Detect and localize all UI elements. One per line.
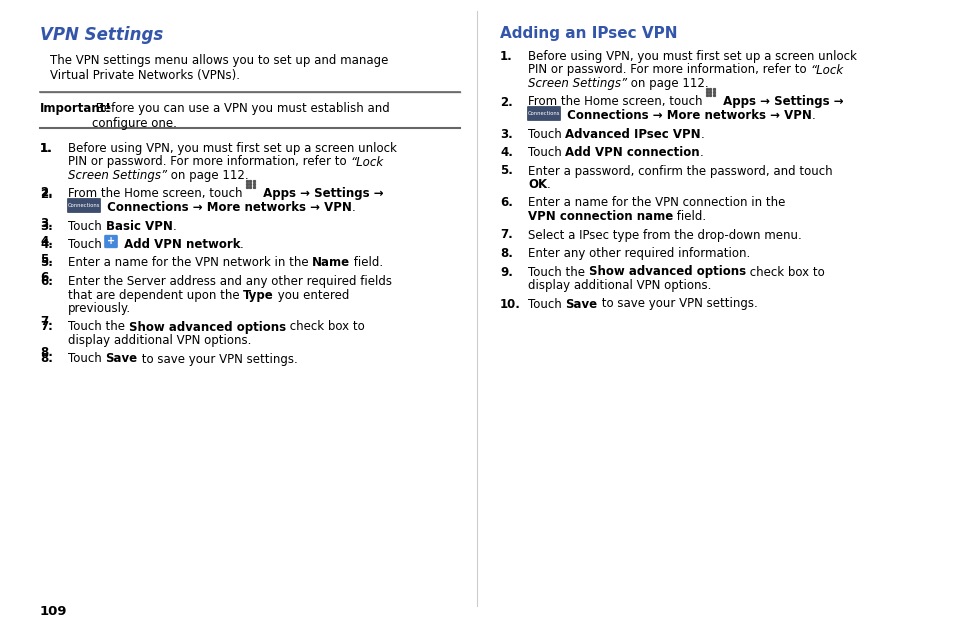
Text: Name: Name (312, 256, 350, 270)
Text: Enter a name for the VPN connection in the: Enter a name for the VPN connection in t… (527, 197, 784, 209)
Text: OK: OK (527, 178, 547, 191)
Text: 1.: 1. (40, 142, 52, 155)
Text: Apps → Settings →: Apps → Settings → (259, 188, 383, 200)
Text: Connections → More networks → VPN: Connections → More networks → VPN (103, 201, 352, 214)
Text: 5.: 5. (40, 256, 52, 270)
Text: to save your VPN settings.: to save your VPN settings. (137, 352, 297, 366)
Text: 7.: 7. (499, 228, 512, 242)
Text: 10.: 10. (499, 298, 520, 310)
Text: From the Home screen, touch: From the Home screen, touch (68, 188, 246, 200)
Text: 9.: 9. (499, 265, 513, 279)
Text: Touch the: Touch the (527, 265, 588, 279)
Text: Type: Type (243, 289, 274, 301)
Text: Enter a password, confirm the password, and touch: Enter a password, confirm the password, … (527, 165, 832, 177)
Text: 109: 109 (40, 605, 68, 618)
Text: previously.: previously. (68, 302, 131, 315)
Text: .: . (547, 178, 550, 191)
Text: Screen Settings”: Screen Settings” (68, 169, 167, 182)
Text: that are dependent upon the: that are dependent upon the (68, 289, 243, 301)
Text: 5.: 5. (499, 165, 513, 177)
FancyBboxPatch shape (105, 235, 117, 248)
Text: Enter the Server address and any other required fields: Enter the Server address and any other r… (68, 275, 392, 288)
Text: 4.: 4. (40, 235, 52, 248)
Text: The VPN settings menu allows you to set up and manage
Virtual Private Networks (: The VPN settings menu allows you to set … (50, 54, 388, 82)
Text: Save: Save (565, 298, 597, 310)
Text: Touch: Touch (68, 219, 106, 233)
Text: Before you can use a VPN you must establish and
configure one.: Before you can use a VPN you must establ… (91, 102, 390, 130)
Text: 2.: 2. (40, 188, 52, 200)
Text: .: . (240, 238, 244, 251)
Text: Adding an IPsec VPN: Adding an IPsec VPN (499, 26, 677, 41)
Text: “Lock: “Lock (350, 155, 383, 169)
Text: Before using VPN, you must first set up a screen unlock: Before using VPN, you must first set up … (527, 50, 856, 63)
Text: 5.: 5. (40, 253, 52, 266)
Text: on page 112.: on page 112. (626, 77, 708, 90)
FancyBboxPatch shape (527, 106, 560, 120)
Text: display additional VPN options.: display additional VPN options. (527, 279, 711, 292)
Text: 4.: 4. (40, 238, 52, 251)
Text: 8.: 8. (40, 346, 52, 359)
Text: Screen Settings”: Screen Settings” (527, 77, 626, 90)
Text: Add VPN network: Add VPN network (119, 238, 240, 251)
Text: 2.: 2. (499, 95, 512, 109)
Text: VPN Settings: VPN Settings (40, 26, 163, 44)
Text: .: . (352, 201, 355, 214)
Text: .: . (811, 109, 815, 122)
Text: Before using VPN, you must first set up a screen unlock: Before using VPN, you must first set up … (68, 142, 396, 155)
Text: 3.: 3. (40, 217, 52, 230)
Text: Show advanced options: Show advanced options (588, 265, 745, 279)
Text: PIN or password. For more information, refer to: PIN or password. For more information, r… (527, 64, 809, 76)
Text: Show advanced options: Show advanced options (129, 321, 286, 333)
Text: field.: field. (350, 256, 383, 270)
Text: PIN or password. For more information, refer to: PIN or password. For more information, r… (68, 155, 350, 169)
Text: .: . (700, 146, 703, 159)
Text: 6.: 6. (499, 197, 513, 209)
Text: Save: Save (106, 352, 137, 366)
Text: Touch the: Touch the (68, 321, 129, 333)
Text: 7.: 7. (40, 315, 52, 328)
Text: Basic VPN: Basic VPN (106, 219, 172, 233)
Text: to save your VPN settings.: to save your VPN settings. (597, 298, 757, 310)
Text: Enter any other required information.: Enter any other required information. (527, 247, 749, 260)
Text: VPN connection name: VPN connection name (527, 210, 673, 223)
Text: Connections: Connections (527, 111, 559, 116)
Text: 2.: 2. (40, 186, 52, 199)
Text: Touch: Touch (527, 146, 565, 159)
Text: check box to: check box to (745, 265, 823, 279)
Text: .: . (700, 127, 704, 141)
Text: 7.: 7. (40, 321, 52, 333)
Text: check box to: check box to (286, 321, 364, 333)
Text: Touch: Touch (68, 352, 106, 366)
FancyBboxPatch shape (68, 198, 100, 212)
Text: you entered: you entered (274, 289, 349, 301)
Text: Touch: Touch (527, 298, 565, 310)
Text: Advanced IPsec VPN: Advanced IPsec VPN (565, 127, 700, 141)
Text: on page 112.: on page 112. (167, 169, 249, 182)
Text: Touch: Touch (68, 238, 106, 251)
Text: 8.: 8. (499, 247, 513, 260)
Text: Add VPN connection: Add VPN connection (565, 146, 700, 159)
Text: “Lock: “Lock (809, 64, 842, 76)
Text: .: . (172, 219, 176, 233)
Text: Enter a name for the VPN network in the: Enter a name for the VPN network in the (68, 256, 312, 270)
Text: Important!: Important! (40, 102, 112, 115)
Text: 4.: 4. (499, 146, 513, 159)
Text: 3.: 3. (499, 127, 512, 141)
Text: +: + (107, 237, 115, 247)
Text: Touch: Touch (527, 127, 565, 141)
Text: Apps → Settings →: Apps → Settings → (719, 95, 843, 109)
Text: From the Home screen, touch: From the Home screen, touch (527, 95, 705, 109)
Text: Connections: Connections (68, 203, 100, 208)
Text: field.: field. (673, 210, 705, 223)
Text: Select a IPsec type from the drop-down menu.: Select a IPsec type from the drop-down m… (527, 228, 801, 242)
Text: 3.: 3. (40, 219, 52, 233)
Text: Connections → More networks → VPN: Connections → More networks → VPN (562, 109, 811, 122)
Text: 8.: 8. (40, 352, 52, 366)
Text: display additional VPN options.: display additional VPN options. (68, 334, 251, 347)
Text: 6.: 6. (40, 275, 52, 288)
Text: 6.: 6. (40, 271, 52, 284)
Text: 1.: 1. (499, 50, 512, 63)
Text: 1.: 1. (40, 142, 52, 155)
